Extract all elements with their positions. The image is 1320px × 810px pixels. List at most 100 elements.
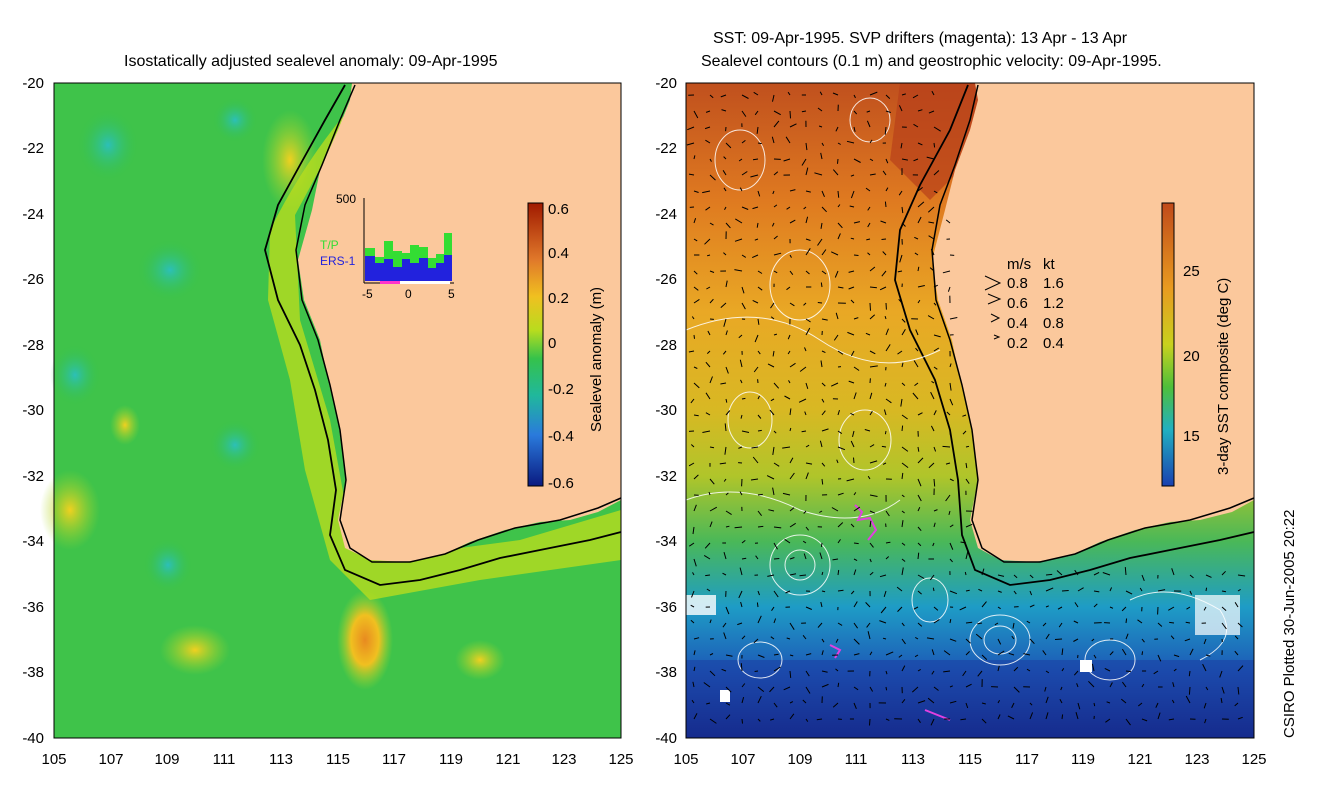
velocity-arrow bbox=[721, 109, 727, 112]
right-lat-tick: -22 bbox=[655, 140, 677, 157]
velocity-arrow bbox=[837, 233, 841, 240]
velocity-arrow bbox=[884, 126, 887, 135]
velocity-arrow bbox=[738, 158, 743, 162]
velocity-arrow bbox=[722, 350, 727, 355]
velocity-arrow bbox=[933, 478, 936, 487]
velocity-arrow bbox=[752, 158, 759, 161]
inset-x-tick: 5 bbox=[448, 287, 455, 301]
velocity-arrow bbox=[773, 270, 778, 274]
velocity-key-kt: 1.6 bbox=[1043, 275, 1064, 292]
velocity-arrow bbox=[709, 521, 713, 528]
velocity-arrow bbox=[704, 238, 711, 245]
velocity-arrow bbox=[693, 270, 698, 275]
velocity-arrow bbox=[885, 94, 891, 99]
velocity-arrow bbox=[773, 653, 779, 656]
left-lon-tick: 125 bbox=[608, 751, 634, 768]
velocity-arrow bbox=[1205, 587, 1208, 592]
velocity-arrow bbox=[693, 218, 697, 224]
velocity-arrow bbox=[949, 638, 957, 642]
velocity-arrow bbox=[949, 700, 957, 704]
velocity-arrow bbox=[901, 510, 905, 514]
velocity-arrow bbox=[773, 618, 777, 624]
right-lon-tick: 109 bbox=[787, 751, 813, 768]
velocity-arrow bbox=[1026, 620, 1031, 624]
velocity-arrow bbox=[805, 190, 811, 193]
velocity-arrow bbox=[837, 569, 840, 576]
velocity-arrow bbox=[1013, 590, 1017, 595]
velocity-arrow bbox=[832, 558, 839, 561]
velocity-arrow bbox=[901, 222, 906, 227]
velocity-arrow bbox=[1125, 633, 1129, 640]
velocity-arrow bbox=[901, 425, 904, 432]
left-lat-tick: -22 bbox=[22, 140, 44, 157]
velocity-arrow bbox=[853, 94, 856, 99]
velocity-arrow bbox=[1045, 573, 1053, 576]
velocity-arrow bbox=[752, 206, 759, 210]
velocity-arrow bbox=[705, 574, 711, 577]
velocity-arrow bbox=[1237, 665, 1244, 672]
velocity-arrow bbox=[896, 586, 903, 592]
velocity-arrow bbox=[1189, 574, 1194, 579]
velocity-arrow bbox=[917, 574, 925, 579]
velocity-key-ms: 0.4 bbox=[1007, 315, 1028, 332]
velocity-arrow bbox=[820, 222, 823, 229]
velocity-arrow bbox=[917, 142, 923, 146]
velocity-arrow bbox=[1141, 651, 1144, 656]
right-lon-tick: 117 bbox=[1015, 751, 1039, 768]
velocity-arrow bbox=[773, 235, 778, 240]
velocity-arrow bbox=[837, 190, 840, 198]
velocity-arrow bbox=[882, 462, 887, 465]
velocity-arrow bbox=[917, 478, 922, 487]
velocity-arrow bbox=[933, 686, 939, 691]
velocity-arrow bbox=[722, 572, 727, 576]
velocity-arrow bbox=[1124, 567, 1127, 576]
velocity-arrow bbox=[885, 187, 889, 192]
velocity-arrow bbox=[805, 718, 809, 722]
velocity-arrow bbox=[799, 366, 807, 372]
velocity-arrow bbox=[690, 604, 695, 608]
left-colorbar-tick: -0.6 bbox=[548, 475, 574, 492]
velocity-arrow bbox=[853, 457, 855, 464]
velocity-arrow bbox=[945, 494, 951, 502]
velocity-arrow bbox=[917, 109, 923, 112]
velocity-arrow bbox=[741, 254, 747, 258]
velocity-arrow bbox=[709, 478, 715, 485]
right-lat-tick: -24 bbox=[655, 206, 677, 223]
velocity-arrow bbox=[773, 252, 782, 256]
velocity-arrow bbox=[879, 620, 887, 624]
velocity-arrow bbox=[703, 554, 711, 560]
velocity-arrow bbox=[1219, 670, 1223, 678]
velocity-arrow bbox=[933, 509, 938, 512]
velocity-arrow bbox=[1105, 718, 1111, 723]
velocity-arrow bbox=[753, 638, 759, 644]
velocity-arrow bbox=[834, 270, 839, 278]
velocity-arrow bbox=[978, 588, 983, 592]
velocity-arrow bbox=[706, 588, 711, 592]
velocity-key-header-ms: m/s bbox=[1007, 256, 1032, 273]
velocity-arrow bbox=[772, 94, 775, 102]
left-lon-tick: 109 bbox=[154, 751, 180, 768]
velocity-arrow bbox=[821, 382, 826, 387]
velocity-arrow bbox=[1121, 606, 1127, 612]
velocity-arrow bbox=[757, 142, 762, 145]
velocity-arrow bbox=[1059, 699, 1063, 704]
velocity-arrow bbox=[805, 382, 809, 389]
velocity-arrow bbox=[1203, 606, 1207, 611]
velocity-arrow bbox=[869, 520, 872, 528]
velocity-arrow bbox=[981, 654, 988, 660]
velocity-arrow bbox=[767, 574, 775, 577]
right-colorbar bbox=[1161, 202, 1175, 487]
velocity-arrow bbox=[789, 670, 792, 678]
velocity-arrow bbox=[865, 187, 871, 192]
velocity-arrow bbox=[786, 206, 791, 210]
right-lon-tick: 121 bbox=[1127, 751, 1153, 768]
velocity-arrow bbox=[837, 350, 844, 355]
velocity-arrow bbox=[772, 190, 775, 195]
velocity-arrow bbox=[770, 398, 775, 402]
velocity-arrow bbox=[773, 558, 780, 560]
velocity-arrow bbox=[739, 359, 743, 368]
velocity-arrow bbox=[853, 126, 856, 132]
velocity-arrow bbox=[690, 444, 695, 448]
velocity-arrow bbox=[997, 590, 1002, 593]
velocity-arrow bbox=[1221, 686, 1225, 694]
